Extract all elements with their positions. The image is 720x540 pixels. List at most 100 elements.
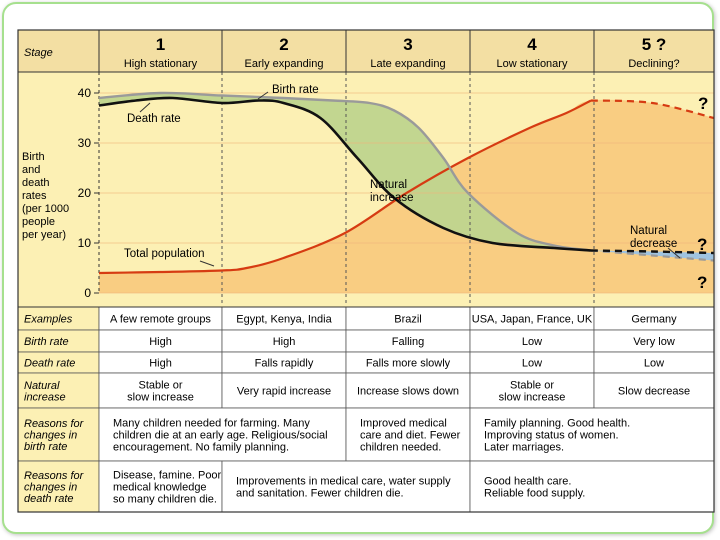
table-cell-text: Low bbox=[522, 336, 542, 348]
y-axis-label-line: and bbox=[22, 164, 40, 176]
stage-number-5: 5 ? bbox=[642, 35, 667, 54]
table-cell-text: Improving status of women. bbox=[484, 430, 619, 442]
population-line-projected bbox=[590, 99, 715, 120]
stage-label-1: High stationary bbox=[124, 58, 198, 70]
population-line bbox=[98, 99, 592, 275]
question-mark-population: ? bbox=[698, 94, 708, 113]
table-cell-text: Falls rapidly bbox=[255, 358, 314, 370]
table-cell-text: Germany bbox=[631, 314, 677, 326]
stage-header-label: Stage bbox=[24, 47, 53, 59]
table-cell-text: encouragement. No family planning. bbox=[113, 442, 289, 454]
row-label-cell bbox=[17, 407, 100, 462]
table-cell-text: Good health care. bbox=[484, 476, 571, 488]
table-cell-text: A few remote groups bbox=[110, 314, 211, 326]
stage-label-5: Declining? bbox=[628, 58, 679, 70]
row-label: Reasons for bbox=[24, 470, 85, 482]
table-cell-text: Improved medical bbox=[360, 418, 447, 430]
table-cell-text: Many children needed for farming. Many bbox=[113, 418, 310, 430]
row-label: death rate bbox=[24, 493, 74, 505]
row-label: birth rate bbox=[24, 441, 67, 453]
death-rate-line bbox=[98, 96, 592, 252]
table-cell-text: care and diet. Fewer bbox=[360, 430, 461, 442]
y-axis-label-line: rates bbox=[22, 190, 47, 202]
row-label: changes in bbox=[24, 430, 77, 442]
table-cell-text: Slow decrease bbox=[618, 386, 690, 398]
table-cell-text: Stable or bbox=[138, 380, 182, 392]
stage-number-1: 1 bbox=[156, 35, 165, 54]
stage-number-2: 2 bbox=[279, 35, 288, 54]
y-tick-label-40: 40 bbox=[78, 86, 92, 100]
table-cell-text: slow increase bbox=[499, 392, 566, 404]
table-cell-text: Very low bbox=[633, 336, 675, 348]
y-tick-label-20: 20 bbox=[78, 186, 92, 200]
table-cell-text: USA, Japan, France, UK bbox=[472, 314, 593, 326]
table-cell-text: High bbox=[149, 358, 172, 370]
y-axis-label-line: (per 1000 bbox=[22, 203, 69, 215]
death-rate-annotation: Death rate bbox=[127, 113, 181, 125]
stage-header-band bbox=[18, 30, 714, 72]
table-cell-text: children die at an early age. Religious/… bbox=[113, 430, 328, 442]
table-cell-text: slow increase bbox=[127, 392, 194, 404]
natural-decrease-annotation: Natural bbox=[630, 225, 667, 237]
y-axis-label-line: Birth bbox=[22, 151, 45, 163]
table-cell bbox=[221, 372, 347, 409]
birth-rate-annotation: Birth rate bbox=[272, 84, 319, 96]
natural-decrease-pointer bbox=[667, 247, 681, 259]
table-cell-text: High bbox=[149, 336, 172, 348]
table-cell-text: Later marriages. bbox=[484, 442, 564, 454]
birth-rate-pointer bbox=[257, 91, 269, 100]
table-cell-text: Reliable food supply. bbox=[484, 488, 585, 500]
table-cell bbox=[469, 407, 715, 462]
row-label: Natural bbox=[24, 380, 60, 392]
total-population-annotation: Total population bbox=[124, 248, 205, 260]
table-cell-text: Improvements in medical care, water supp… bbox=[236, 476, 451, 488]
table-cell-text: Very rapid increase bbox=[237, 386, 331, 398]
row-label: increase bbox=[24, 391, 66, 403]
stage-label-4: Low stationary bbox=[497, 58, 568, 70]
table-cell-text: Low bbox=[522, 358, 542, 370]
stage-label-2: Early expanding bbox=[245, 58, 324, 70]
row-label: Death rate bbox=[24, 358, 75, 370]
y-axis-label-line: death bbox=[22, 177, 50, 189]
table-cell-text: Increase slows down bbox=[357, 386, 459, 398]
row-label: changes in bbox=[24, 482, 77, 494]
table-cell-text: so many children die. bbox=[113, 494, 217, 506]
table-cell-text: Brazil bbox=[394, 314, 422, 326]
birth-rate-line bbox=[98, 91, 592, 252]
y-axis-label-line: people bbox=[22, 216, 55, 228]
y-tick-label-0: 0 bbox=[84, 286, 91, 300]
question-mark-birth: ? bbox=[697, 273, 707, 292]
table-cell-text: Low bbox=[644, 358, 664, 370]
table-cell-text: Egypt, Kenya, India bbox=[236, 314, 332, 326]
y-tick-label-10: 10 bbox=[78, 236, 92, 250]
table-cell-text: Falling bbox=[392, 336, 424, 348]
total-population-pointer bbox=[199, 260, 215, 267]
table-cell bbox=[345, 372, 471, 409]
stage-label-3: Late expanding bbox=[370, 58, 445, 70]
row-label: Birth rate bbox=[24, 336, 69, 348]
table-cell-text: Disease, famine. Poor bbox=[113, 470, 222, 482]
table-cell bbox=[221, 460, 471, 513]
question-mark-death: ? bbox=[697, 235, 707, 254]
diagram-border bbox=[17, 29, 715, 513]
natural-decrease-annotation: decrease bbox=[630, 238, 677, 250]
table-cell bbox=[98, 372, 223, 409]
death-rate-pointer bbox=[139, 102, 151, 113]
table-cell-text: medical knowledge bbox=[113, 482, 207, 494]
table-cell-text: and sanitation. Fewer children die. bbox=[236, 488, 404, 500]
table-cell-text: Family planning. Good health. bbox=[484, 418, 630, 430]
stage-number-4: 4 bbox=[527, 35, 537, 54]
y-axis-label-line: per year) bbox=[22, 229, 66, 241]
row-label-cell bbox=[17, 460, 100, 513]
table-cell-text: children needed. bbox=[360, 442, 441, 454]
stage-number-3: 3 bbox=[403, 35, 412, 54]
natural-increase-annotation: Natural bbox=[370, 179, 407, 191]
death-rate-line-projected bbox=[590, 249, 715, 255]
table-cell-text: Stable or bbox=[510, 380, 554, 392]
table-cell-text: Falls more slowly bbox=[366, 358, 451, 370]
table-cell bbox=[593, 372, 715, 409]
y-tick-label-30: 30 bbox=[78, 136, 92, 150]
row-label: Reasons for bbox=[24, 418, 85, 430]
table-cell-text: High bbox=[273, 336, 296, 348]
